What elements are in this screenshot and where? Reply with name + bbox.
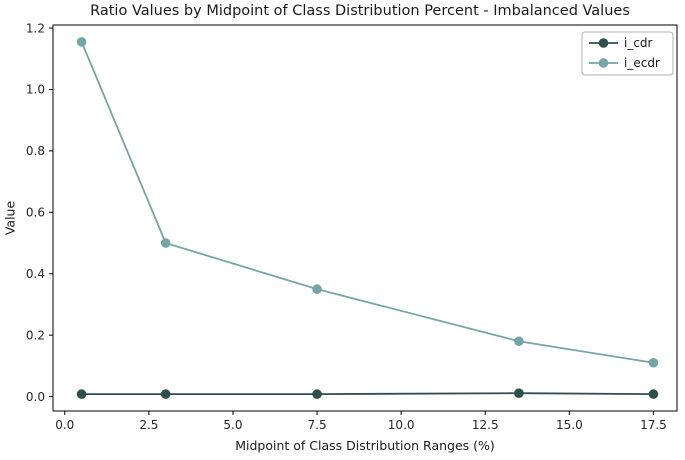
x-tick-label: 0.0	[55, 418, 74, 432]
series-marker-i_cdr	[160, 389, 171, 399]
x-tick-label: 10.0	[388, 418, 415, 432]
y-tick-label: 0.6	[26, 206, 45, 220]
x-axis-label: Midpoint of Class Distribution Ranges (%…	[235, 438, 495, 453]
series-marker-i_cdr	[312, 389, 322, 399]
legend-sample-marker-i_cdr	[598, 38, 609, 48]
x-tick-label: 2.5	[139, 418, 158, 432]
y-tick-label: 1.2	[26, 21, 45, 35]
y-tick-label: 0.4	[26, 267, 45, 281]
series-marker-i_ecdr	[648, 357, 659, 368]
chart-title: Ratio Values by Midpoint of Class Distri…	[90, 3, 630, 19]
legend-label-i_ecdr: i_ecdr	[624, 56, 660, 70]
y-tick-label: 0.0	[26, 390, 45, 404]
axes-frame	[52, 24, 678, 412]
y-tick-label: 0.8	[26, 144, 45, 158]
series-marker-i_cdr	[514, 388, 524, 398]
series-marker-i_ecdr	[312, 284, 322, 294]
x-tick-label: 17.5	[640, 418, 667, 432]
y-axis-label: Value	[2, 200, 18, 236]
y-tick-label: 0.2	[26, 328, 45, 342]
x-tick-label: 7.5	[308, 418, 327, 432]
series-marker-i_ecdr	[160, 238, 171, 248]
x-tick-label: 12.5	[472, 418, 499, 432]
series-marker-i_cdr	[76, 389, 87, 399]
series-marker-i_ecdr	[514, 336, 524, 347]
x-tick-label: 15.0	[556, 418, 583, 432]
series-marker-i_ecdr	[76, 37, 87, 47]
legend-sample-marker-i_ecdr	[598, 58, 609, 68]
y-tick-label: 1.0	[26, 83, 45, 97]
legend-label-i_cdr: i_cdr	[624, 36, 653, 50]
x-tick-label: 5.0	[223, 418, 242, 432]
series-marker-i_cdr	[648, 389, 659, 399]
